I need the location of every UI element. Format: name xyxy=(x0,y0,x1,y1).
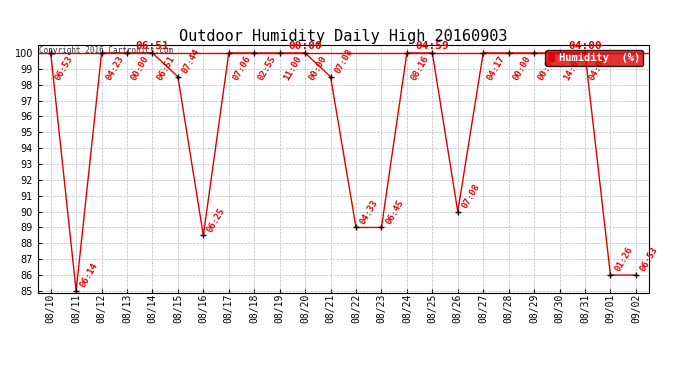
Text: 07:06: 07:06 xyxy=(231,54,253,81)
Text: 06:25: 06:25 xyxy=(206,206,227,234)
Text: 00:00: 00:00 xyxy=(511,54,533,81)
Text: 04:17: 04:17 xyxy=(486,54,507,81)
Text: 04:23: 04:23 xyxy=(104,54,126,81)
Text: 06:53: 06:53 xyxy=(53,54,75,81)
Text: 04:00: 04:00 xyxy=(568,40,602,51)
Text: Copyright 2016 Cartronics.com: Copyright 2016 Cartronics.com xyxy=(39,46,172,55)
Text: 06:51: 06:51 xyxy=(135,40,169,51)
Text: 02:55: 02:55 xyxy=(257,54,278,81)
Text: 07:08: 07:08 xyxy=(460,182,482,210)
Text: 06:14: 06:14 xyxy=(79,261,100,290)
Text: 14:07: 14:07 xyxy=(562,54,583,81)
Text: 07:08: 07:08 xyxy=(333,47,355,75)
Text: 00:00: 00:00 xyxy=(130,54,151,81)
Text: 06:53: 06:53 xyxy=(638,246,660,273)
Text: 01:26: 01:26 xyxy=(613,246,634,273)
Text: 04:00: 04:00 xyxy=(587,54,609,81)
Text: 06:51: 06:51 xyxy=(155,54,176,81)
Text: 11:00: 11:00 xyxy=(282,54,304,81)
Legend: Humidity  (%): Humidity (%) xyxy=(546,50,643,66)
Text: 08:16: 08:16 xyxy=(409,54,431,81)
Text: 00:00: 00:00 xyxy=(288,40,322,51)
Text: 00:00: 00:00 xyxy=(537,54,558,81)
Text: 00:00: 00:00 xyxy=(308,54,329,81)
Text: 04:33: 04:33 xyxy=(359,198,380,226)
Title: Outdoor Humidity Daily High 20160903: Outdoor Humidity Daily High 20160903 xyxy=(179,29,508,44)
Text: 04:59: 04:59 xyxy=(415,40,449,51)
Text: 07:44: 07:44 xyxy=(180,47,201,75)
Text: 06:45: 06:45 xyxy=(384,198,405,226)
